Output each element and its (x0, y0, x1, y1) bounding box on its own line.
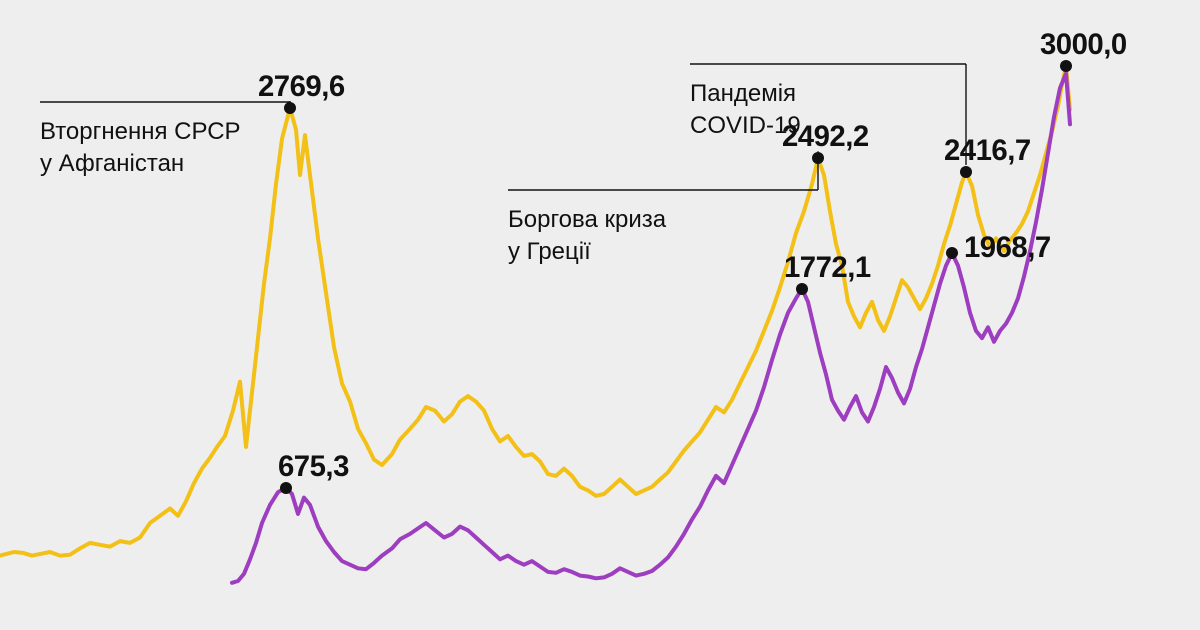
event-afghan-label-line2: у Афганістан (40, 148, 241, 180)
event-greece-label-line1: Боргова криза (508, 204, 666, 236)
peak-3b-dot (946, 247, 958, 259)
chart-canvas: 2769,6675,32492,21772,12416,71968,73000,… (0, 0, 1200, 630)
event-greece-label: Боргова кризау Греції (508, 204, 666, 269)
event-covid-label-line2: COVID-19 (690, 110, 801, 142)
peak-3a-label: 2416,7 (944, 134, 1031, 168)
event-covid-label: ПандеміяCOVID-19 (690, 78, 801, 143)
event-afghan-label: Вторгнення СРСРу Афганістан (40, 116, 241, 181)
line-chart (0, 0, 1200, 630)
peak-1a-label: 2769,6 (258, 70, 345, 104)
event-greece-label-line2: у Греції (508, 236, 666, 268)
event-covid-label-line1: Пандемія (690, 78, 801, 110)
peak-3b-label: 1968,7 (964, 231, 1051, 265)
peak-1b-label: 675,3 (278, 450, 349, 484)
peak-4a-label: 3000,0 (1040, 28, 1127, 62)
event-greece-callout (508, 151, 818, 190)
peak-2b-label: 1772,1 (784, 251, 871, 285)
event-afghan-label-line1: Вторгнення СРСР (40, 116, 241, 148)
event-afghan-callout (40, 101, 290, 102)
